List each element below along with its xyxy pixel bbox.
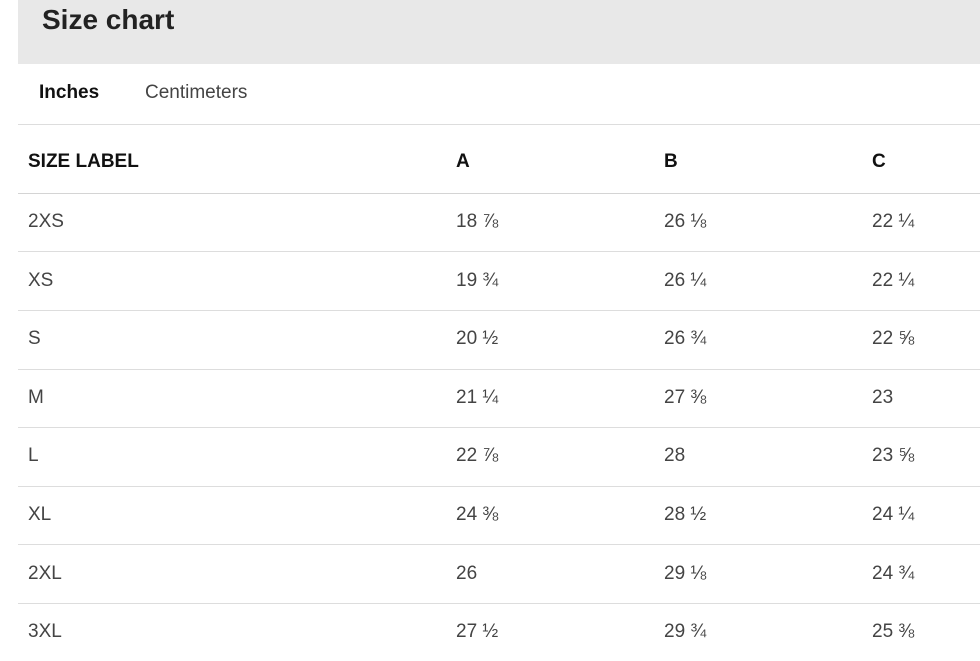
column-header: B — [664, 151, 678, 172]
measurement: 22 ¼ — [872, 269, 915, 291]
row-divider — [18, 369, 980, 370]
measurement: 18 ⅞ — [456, 211, 499, 232]
measurement: 28 — [664, 445, 686, 467]
size-label: 2XS — [28, 211, 64, 232]
divider — [18, 124, 980, 125]
row-divider — [18, 427, 980, 428]
size-label: 3XL — [28, 621, 62, 643]
measurement: 26 ⅛ — [664, 211, 707, 232]
measurement: 29 ¾ — [664, 621, 707, 643]
measurement: 29 ⅛ — [664, 562, 707, 584]
title: Size chart — [42, 4, 175, 35]
header-bar: Size chart — [18, 0, 980, 64]
measurement: 24 ⅜ — [456, 504, 499, 525]
row-divider — [18, 603, 980, 604]
measurement: 27 ½ — [456, 621, 499, 643]
row-divider — [18, 193, 980, 194]
measurement: 25 ⅜ — [872, 621, 915, 643]
row-divider — [18, 486, 980, 487]
tab-centimeters[interactable]: Centimeters — [145, 82, 248, 103]
size-label: S — [28, 328, 41, 350]
row-divider — [18, 544, 980, 545]
measurement: 24 ¾ — [872, 562, 915, 584]
measurement: 23 — [872, 386, 894, 408]
measurement: 22 ⅞ — [456, 445, 499, 467]
measurement: 28 ½ — [664, 504, 707, 525]
measurement: 26 ¾ — [664, 328, 707, 350]
size-label: L — [28, 445, 39, 467]
measurement: 19 ¾ — [456, 269, 499, 291]
row-divider — [18, 310, 980, 311]
measurement: 27 ⅜ — [664, 386, 707, 408]
size-label: 2XL — [28, 562, 62, 584]
measurement: 24 ¼ — [872, 504, 915, 525]
column-header: A — [456, 151, 470, 172]
measurement: 26 ¼ — [664, 269, 707, 291]
measurement: 23 ⅝ — [872, 445, 915, 467]
size-label: M — [28, 386, 44, 408]
row-divider — [18, 251, 980, 252]
measurement: 20 ½ — [456, 328, 499, 350]
column-header: SIZE LABEL — [28, 151, 139, 172]
measurement: 26 — [456, 562, 478, 584]
tab-inches[interactable]: Inches — [39, 82, 100, 103]
size-label: XS — [28, 269, 54, 291]
measurement: 22 ⅝ — [872, 328, 915, 350]
column-header: C — [872, 151, 886, 172]
measurement: 21 ¼ — [456, 386, 499, 408]
size-label: XL — [28, 504, 52, 525]
measurement: 22 ¼ — [872, 211, 915, 232]
